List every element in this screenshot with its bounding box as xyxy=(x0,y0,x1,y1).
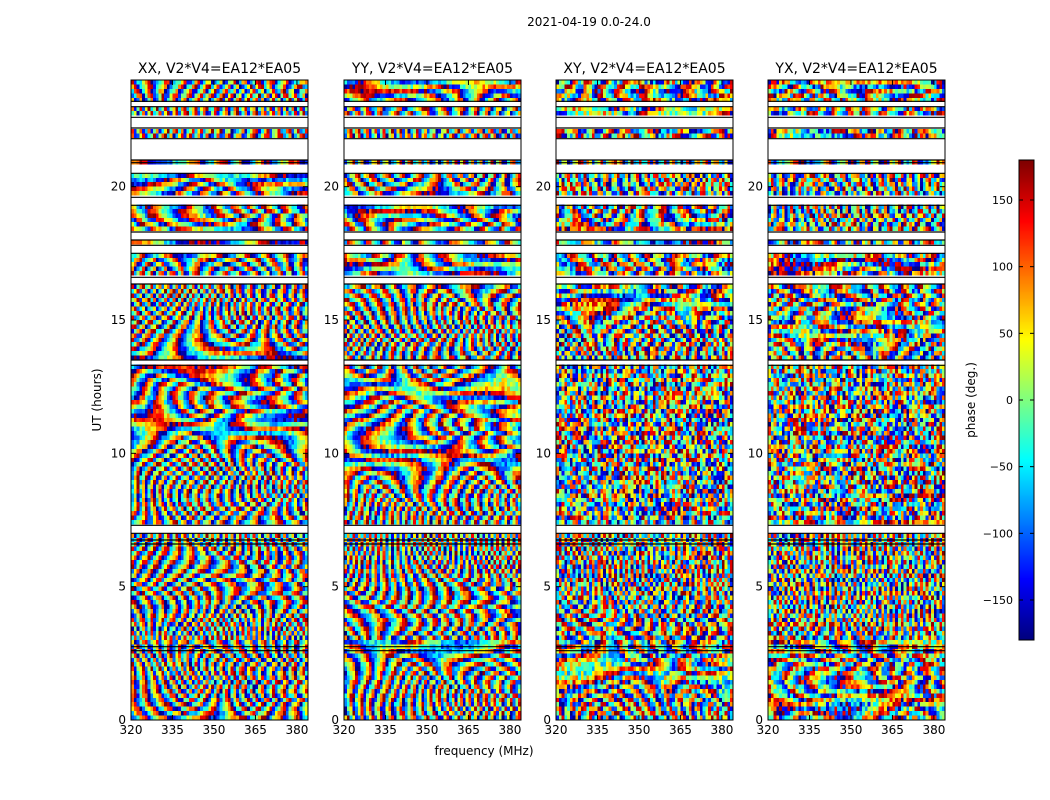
figure-suptitle: 2021-04-19 0.0-24.0 xyxy=(527,15,651,29)
colorbar-tick-label: −50 xyxy=(990,461,1013,474)
y-tick-label: 0 xyxy=(118,713,126,727)
x-tick-label: 320 xyxy=(333,723,356,737)
panel-title: XY, V2*V4=EA12*EA05 xyxy=(563,61,725,77)
y-tick-label: 10 xyxy=(748,446,763,460)
x-tick-label: 350 xyxy=(628,723,651,737)
y-tick-label: 15 xyxy=(536,313,551,327)
axes-frame xyxy=(343,79,522,721)
y-tick-label: 0 xyxy=(543,713,551,727)
y-tick-label: 10 xyxy=(324,446,339,460)
colorbar-label: phase (deg.) xyxy=(964,362,978,438)
phase-heatmap-xy xyxy=(556,80,733,720)
x-tick-label: 350 xyxy=(840,723,863,737)
y-tick-label: 0 xyxy=(755,713,763,727)
x-tick-label: 350 xyxy=(203,723,226,737)
y-tick-label: 10 xyxy=(536,446,551,460)
colorbar-tick-label: 0 xyxy=(1006,394,1013,407)
panel-yy: YY, V2*V4=EA12*EA05 320 335 350 365 380 0 5 10 15… xyxy=(324,61,522,737)
y-tick-label: 5 xyxy=(755,580,763,594)
colorbar-tick-label: 50 xyxy=(999,327,1013,340)
y-axis-label: UT (hours) xyxy=(90,368,104,431)
y-tick-label: 15 xyxy=(111,313,126,327)
colorbar-tick-label: −150 xyxy=(983,594,1013,607)
x-tick-label: 335 xyxy=(374,723,397,737)
colorbar-tick-label: 100 xyxy=(992,261,1013,274)
axes-frame xyxy=(767,79,946,721)
x-tick-label: 365 xyxy=(457,723,480,737)
x-tick-label: 365 xyxy=(244,723,267,737)
x-tick-label: 335 xyxy=(586,723,609,737)
x-tick-label: 335 xyxy=(161,723,184,737)
y-tick-label: 15 xyxy=(324,313,339,327)
panel-xy: XY, V2*V4=EA12*EA05 320 335 350 365 380 0 5 10 15… xyxy=(536,61,734,737)
y-tick-label: 5 xyxy=(118,580,126,594)
x-tick-label: 365 xyxy=(669,723,692,737)
panel-title: YX, V2*V4=EA12*EA05 xyxy=(774,61,937,77)
x-tick-label: 380 xyxy=(922,723,945,737)
x-tick-label: 380 xyxy=(710,723,733,737)
y-tick-label: 0 xyxy=(331,713,339,727)
y-tick-label: 5 xyxy=(331,580,339,594)
panel-xx: XX, V2*V4=EA12*EA05 320 335 350 365 380 0 5 10 15… xyxy=(111,61,309,737)
colorbar-tick-label: 150 xyxy=(992,194,1013,207)
panel-title: XX, V2*V4=EA12*EA05 xyxy=(138,61,301,77)
x-tick-label: 380 xyxy=(285,723,308,737)
colorbar-gradient xyxy=(1019,160,1034,640)
x-tick-label: 350 xyxy=(416,723,439,737)
y-tick-label: 20 xyxy=(111,180,126,194)
x-tick-label: 380 xyxy=(498,723,521,737)
phase-heatmap-xx xyxy=(131,80,308,720)
phase-heatmap-yy xyxy=(344,80,521,720)
axes-frame xyxy=(555,79,734,721)
panel-title: YY, V2*V4=EA12*EA05 xyxy=(351,61,513,77)
axes-frame xyxy=(130,79,309,721)
y-tick-label: 20 xyxy=(748,180,763,194)
x-tick-label: 320 xyxy=(545,723,568,737)
x-tick-label: 320 xyxy=(120,723,143,737)
panel-yx: YX, V2*V4=EA12*EA05 320 335 350 365 380 0 5 10 15… xyxy=(748,61,946,737)
y-tick-label: 20 xyxy=(536,180,551,194)
y-tick-label: 20 xyxy=(324,180,339,194)
x-axis-label: frequency (MHz) xyxy=(434,744,533,758)
colorbar: 150 100 50 0 −50 −100 −150 xyxy=(983,159,1035,641)
x-tick-label: 335 xyxy=(798,723,821,737)
x-tick-label: 320 xyxy=(757,723,780,737)
y-tick-label: 10 xyxy=(111,446,126,460)
y-tick-label: 5 xyxy=(543,580,551,594)
colorbar-tick-label: −100 xyxy=(983,527,1013,540)
y-tick-label: 15 xyxy=(748,313,763,327)
x-tick-label: 365 xyxy=(881,723,904,737)
phase-heatmap-yx xyxy=(768,80,945,720)
